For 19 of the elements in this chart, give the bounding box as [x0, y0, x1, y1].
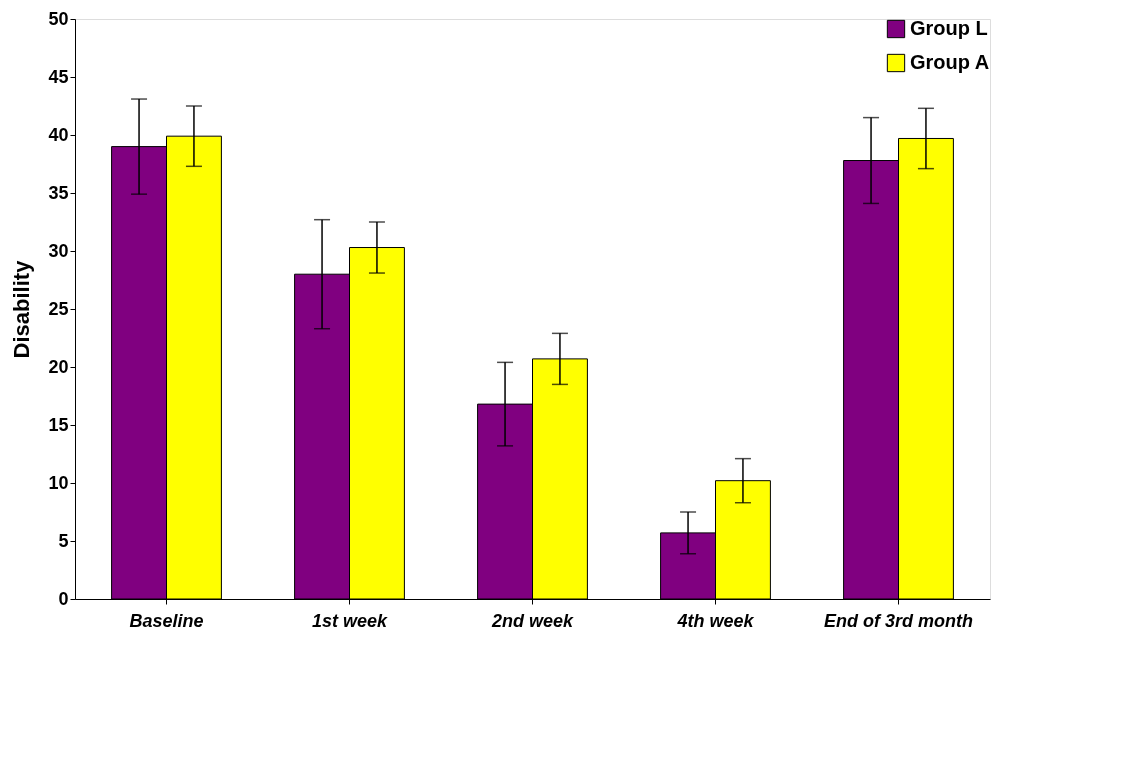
y-tick-label: 35 [48, 182, 69, 203]
y-tick-label: 15 [48, 414, 69, 435]
y-tick-label: 50 [48, 8, 69, 29]
y-tick-label: 10 [48, 472, 69, 493]
y-tick-label: 30 [48, 240, 69, 261]
y-tick-label: 0 [58, 588, 69, 609]
y-tick-label: 45 [48, 66, 69, 87]
y-axis-title: Disability [9, 259, 35, 359]
y-tick-label: 40 [48, 124, 69, 145]
x-tick-label: 2nd week [490, 610, 574, 631]
y-tick-label: 25 [48, 298, 69, 319]
x-tick-label: 1st week [311, 610, 389, 631]
x-tick-label: End of 3rd month [824, 610, 973, 631]
legend-label: Group A [910, 51, 990, 73]
x-tick-label: Baseline [129, 610, 204, 631]
y-tick-label: 20 [48, 356, 69, 377]
x-tick-label: 4th week [676, 610, 755, 631]
legend-label: Group L [910, 17, 988, 39]
y-tick-label: 5 [58, 530, 69, 551]
